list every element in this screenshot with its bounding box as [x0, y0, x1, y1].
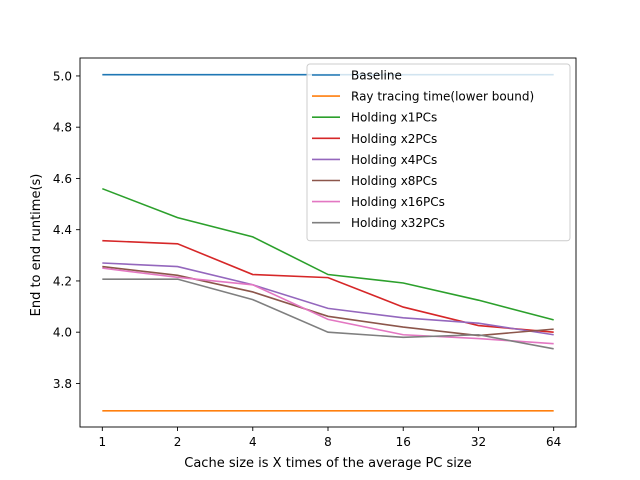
legend-label-0: Baseline: [351, 69, 402, 83]
legend-label-3: Holding x2PCs: [351, 132, 437, 146]
y-tick-label: 5.0: [53, 69, 72, 83]
x-tick-label: 32: [471, 435, 486, 449]
x-tick-label: 8: [324, 435, 332, 449]
legend-label-4: Holding x4PCs: [351, 153, 437, 167]
x-tick-label: 2: [174, 435, 182, 449]
plot-area: [102, 73, 554, 412]
legend-label-7: Holding x32PCs: [351, 216, 445, 230]
x-tick-label: 1: [98, 435, 106, 449]
legend-label-1: Ray tracing time(lower bound): [351, 90, 534, 104]
y-tick-label: 4.2: [53, 274, 72, 288]
series-line-4: [102, 262, 554, 336]
x-tick-label: 64: [546, 435, 561, 449]
legend-label-6: Holding x16PCs: [351, 195, 445, 209]
legend-box: [306, 63, 571, 242]
x-tick-label: 4: [249, 435, 257, 449]
y-tick-label: 4.6: [53, 172, 72, 186]
legend-label-5: Holding x8PCs: [351, 174, 437, 188]
series-line-6: [102, 267, 554, 345]
legend: Baseline Ray tracing time(lower bound) Hol…: [306, 63, 571, 242]
y-tick-label: 4.0: [53, 326, 72, 340]
axes: 1 2 4 8 16 32 64 3.8 4.0 4.2 4.4 4.6 4.8 5.0: [53, 57, 577, 449]
series-line-7: [102, 278, 554, 350]
y-tick-label: 4.8: [53, 121, 72, 135]
series-line-2: [102, 187, 554, 321]
legend-label-2: Holding x1PCs: [351, 111, 437, 125]
x-axis-label: Cache size is X times of the average PC …: [184, 456, 471, 471]
y-tick-label: 4.4: [53, 223, 72, 237]
y-tick-label: 3.8: [53, 377, 72, 391]
series-line-3: [102, 239, 554, 333]
y-axis-label: End to end runtime(s): [29, 174, 44, 317]
x-tick-label: 16: [396, 435, 411, 449]
